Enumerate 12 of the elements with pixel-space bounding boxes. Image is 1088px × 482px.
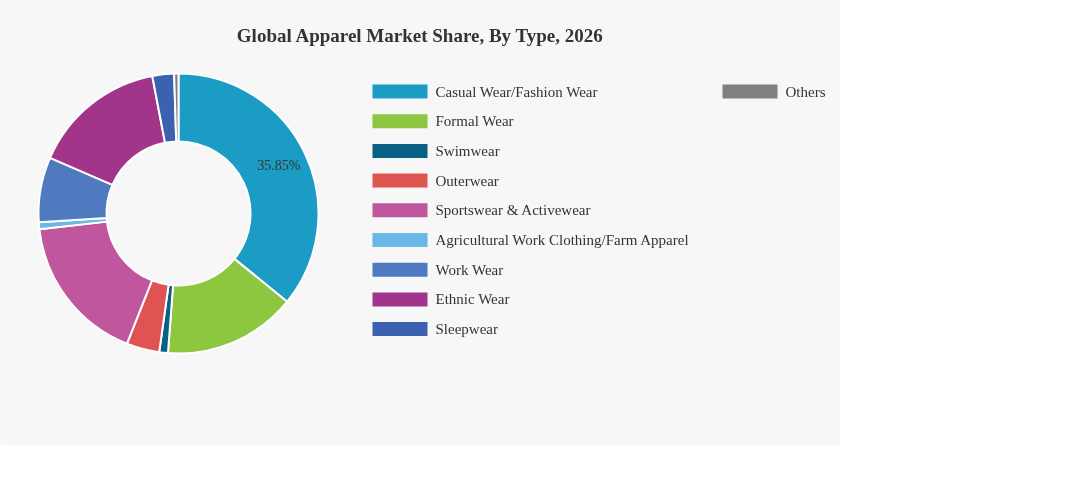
legend-label: Others xyxy=(785,83,826,100)
legend-label: Sportswear & Activewear xyxy=(435,202,591,219)
legend-label: Swimwear xyxy=(435,142,500,159)
legend-label: Sleepwear xyxy=(435,321,498,338)
legend-label: Ethnic Wear xyxy=(435,291,510,308)
legend-label: Outerwear xyxy=(435,172,499,189)
data-label: 35.85% xyxy=(257,158,301,174)
legend-label: Casual Wear/Fashion Wear xyxy=(435,83,598,100)
chart-title: Global Apparel Market Share, By Type, 2026 xyxy=(236,25,603,46)
legend-label: Formal Wear xyxy=(435,113,514,130)
legend-label: Agricultural Work Clothing/Farm Apparel xyxy=(435,232,689,248)
legend-label: Work Wear xyxy=(435,261,504,278)
